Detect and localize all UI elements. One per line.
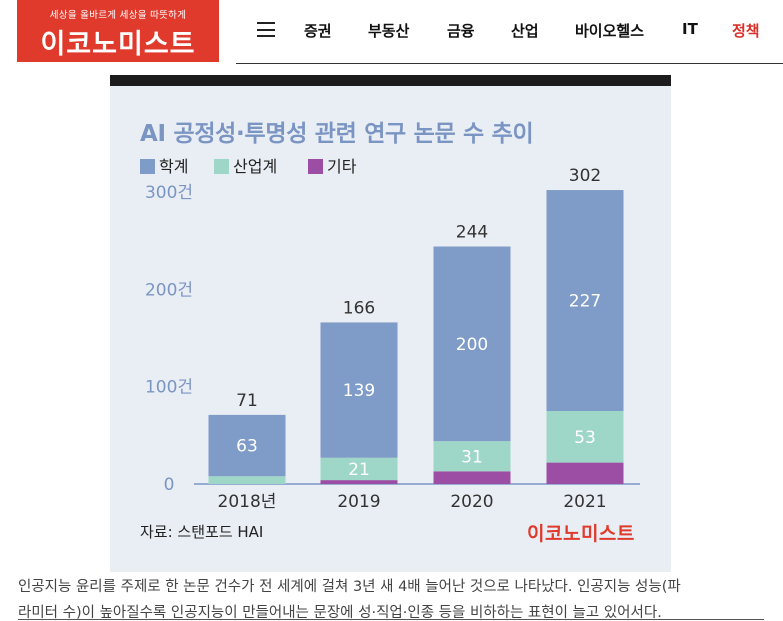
nav-item-policy[interactable]: 정책 bbox=[732, 22, 760, 40]
chart-title: AI 공정성·투명성 관련 연구 논문 수 추이 bbox=[140, 121, 534, 147]
bar-segment-산업계 bbox=[433, 441, 511, 472]
nav-item-real-estate[interactable]: 부동산 bbox=[368, 22, 410, 40]
y-tick-label: 100건 bbox=[145, 378, 193, 398]
total-label: 71 bbox=[236, 391, 258, 411]
segment-label: 200 bbox=[456, 335, 488, 355]
y-tick-label: 200건 bbox=[145, 280, 193, 300]
infographic-top-bar bbox=[110, 75, 671, 86]
header-divider bbox=[236, 63, 783, 64]
legend-swatch bbox=[140, 159, 155, 174]
segment-label: 63 bbox=[236, 437, 258, 457]
chart-source: 자료: 스탠포드 HAI bbox=[140, 523, 264, 541]
article-caption: 인공지능 윤리를 주제로 한 논문 건수가 전 세계에 걸쳐 3년 새 4배 늘… bbox=[18, 574, 778, 621]
bar-segment-학계 bbox=[320, 322, 398, 458]
total-label: 302 bbox=[569, 166, 601, 186]
legend-swatch bbox=[308, 159, 323, 174]
legend-item-academia: 학계 bbox=[140, 153, 188, 177]
y-tick-label: 0 bbox=[164, 475, 175, 495]
caption-line-2: 라미터 수)이 높아질수록 인공지능이 만들어내는 문장에 성·직업·인종 등을… bbox=[18, 605, 662, 621]
legend-label: 기타 bbox=[327, 157, 357, 176]
stacked-bar-chart: 0 100건 200건 300건 2018년 71 2019 166 2020 244 2021 30… bbox=[145, 166, 640, 512]
bar-segment-기타 bbox=[546, 462, 624, 484]
segment-label: 53 bbox=[574, 428, 596, 448]
segment-label: 21 bbox=[348, 460, 370, 480]
chart-brand-logo: 이코노미스트 bbox=[527, 523, 635, 545]
x-tick-label: 2019 bbox=[337, 492, 380, 512]
bar-segment-산업계 bbox=[320, 457, 398, 481]
hamburger-menu-icon[interactable] bbox=[257, 22, 275, 37]
caption-underline bbox=[18, 619, 764, 620]
bar-segment-산업계 bbox=[208, 476, 286, 484]
total-label: 244 bbox=[456, 223, 488, 243]
infographic: AI 공정성·투명성 관련 연구 논문 수 추이 학계 산업계 기타 0 100건… bbox=[110, 75, 671, 572]
total-label: 166 bbox=[343, 298, 375, 318]
nav-item-biohealth[interactable]: 바이오헬스 bbox=[575, 22, 645, 40]
bar-segment-기타 bbox=[433, 471, 511, 484]
logo-wordmark: 이코노미스트 bbox=[40, 29, 196, 60]
segment-label: 139 bbox=[343, 381, 375, 401]
y-tick-label: 300건 bbox=[145, 183, 193, 203]
legend-label: 학계 bbox=[159, 157, 189, 176]
segment-label: 31 bbox=[461, 447, 483, 467]
nav-item-stocks[interactable]: 증권 bbox=[304, 22, 332, 40]
legend-swatch bbox=[214, 159, 229, 174]
x-tick-label: 2021 bbox=[563, 492, 606, 512]
nav-item-industry[interactable]: 산업 bbox=[511, 22, 539, 40]
bar-segment-학계 bbox=[546, 190, 624, 411]
bar-segment-기타 bbox=[320, 480, 398, 484]
legend-label: 산업계 bbox=[233, 157, 278, 176]
x-tick-label: 2020 bbox=[450, 492, 493, 512]
site-logo[interactable]: 세상을 올바르게 세상을 따뜻하게 이코노미스트 bbox=[17, 0, 219, 62]
nav-item-it[interactable]: IT bbox=[682, 20, 698, 38]
bar-segment-산업계 bbox=[546, 411, 624, 463]
caption-line-1: 인공지능 윤리를 주제로 한 논문 건수가 전 세계에 걸쳐 3년 새 4배 늘… bbox=[18, 579, 681, 595]
legend-item-industry: 산업계 bbox=[214, 153, 277, 177]
bar-segment-학계 bbox=[208, 414, 286, 477]
bar-segment-학계 bbox=[433, 246, 511, 442]
logo-tagline: 세상을 올바르게 세상을 따뜻하게 bbox=[49, 10, 187, 21]
x-tick-label: 2018년 bbox=[218, 492, 277, 512]
legend-item-other: 기타 bbox=[308, 153, 356, 177]
nav-item-finance[interactable]: 금융 bbox=[447, 22, 475, 40]
segment-label: 227 bbox=[569, 292, 601, 312]
